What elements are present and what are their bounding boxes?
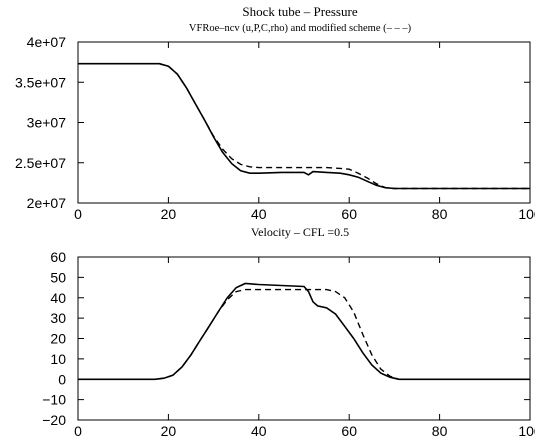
- pressure-chart-subtitle: VFRoe–ncv (u,P,C,rho) and modified schem…: [189, 23, 412, 34]
- pressure-x-tick-label: 40: [251, 206, 267, 222]
- velocity-y-tick-label: −10: [42, 392, 66, 408]
- pressure-y-tick-label: 2.5e+07: [15, 155, 66, 171]
- velocity-dashed-line: [78, 288, 530, 380]
- velocity-y-tick-label: 20: [50, 331, 66, 347]
- velocity-x-tick-label: 100: [518, 423, 535, 439]
- pressure-x-tick-label: 100: [518, 206, 535, 222]
- pressure-solid-line: [78, 62, 530, 190]
- velocity-solid-line: [78, 282, 530, 381]
- velocity-x-tick-label: 60: [341, 423, 357, 439]
- velocity-y-tick-label: 30: [50, 310, 66, 326]
- pressure-plot-frame: [77, 41, 531, 204]
- velocity-y-tick-label: −20: [42, 412, 66, 428]
- velocity-chart: Velocity – CFL =0.5 020406080100 −20−100…: [42, 225, 535, 439]
- velocity-chart-title: Velocity – CFL =0.5: [251, 225, 349, 239]
- pressure-y-ticks: 2e+07 2.5e+07 3e+07 3.5e+07 4e+07: [15, 34, 530, 211]
- velocity-series: [78, 282, 530, 381]
- pressure-x-tick-label: 80: [432, 206, 448, 222]
- velocity-x-tick-label: 20: [161, 423, 177, 439]
- velocity-y-tick-label: 60: [50, 249, 66, 265]
- pressure-chart: Shock tube – Pressure VFRoe–ncv (u,P,C,r…: [15, 4, 535, 222]
- velocity-y-tick-label: 50: [50, 269, 66, 285]
- pressure-chart-title: Shock tube – Pressure: [242, 4, 357, 19]
- velocity-x-tick-label: 80: [432, 423, 448, 439]
- velocity-x-tick-label: 40: [251, 423, 267, 439]
- pressure-dashed-line: [78, 63, 530, 190]
- velocity-y-tick-label: 40: [50, 290, 66, 306]
- velocity-plot-frame: [77, 256, 531, 421]
- pressure-series: [78, 62, 530, 190]
- pressure-x-ticks: 0 20 40 60 80 100: [74, 42, 535, 222]
- pressure-y-tick-label: 3e+07: [27, 115, 67, 131]
- pressure-y-tick-label: 3.5e+07: [15, 74, 66, 90]
- pressure-x-tick-label: 60: [341, 206, 357, 222]
- velocity-y-tick-label: 0: [58, 371, 66, 387]
- velocity-x-ticks: 0 20 40 60 80 100: [74, 257, 535, 439]
- pressure-y-tick-label: 4e+07: [27, 34, 67, 50]
- pressure-x-tick-label: 0: [74, 206, 82, 222]
- pressure-x-tick-label: 20: [161, 206, 177, 222]
- velocity-y-ticks: −20 −10 0 10 20 30 40 50 60: [42, 249, 530, 428]
- pressure-y-tick-label: 2e+07: [27, 195, 67, 211]
- velocity-y-tick-label: 10: [50, 351, 66, 367]
- velocity-x-tick-label: 0: [74, 423, 82, 439]
